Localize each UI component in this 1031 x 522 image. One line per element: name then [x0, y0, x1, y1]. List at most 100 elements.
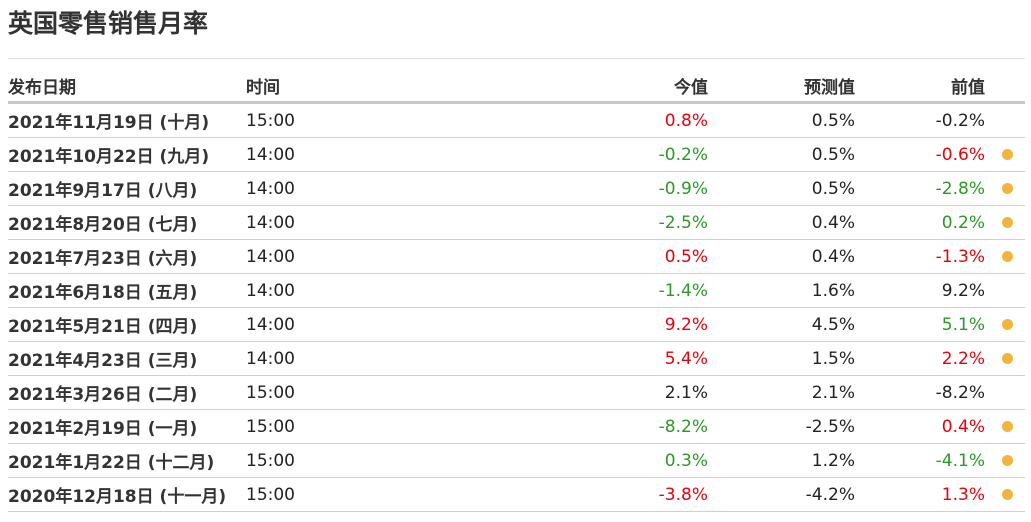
header-spacer — [985, 70, 1025, 104]
table-row: 2020年12月18日 (十一月) 15:00 -3.8% -4.2% 1.3% — [8, 477, 1025, 512]
actual-value: 0.8% — [506, 102, 708, 138]
release-time: 15:00 — [246, 375, 506, 410]
previous-value: -4.1% — [855, 443, 985, 478]
title-divider — [8, 58, 1025, 59]
actual-value: -2.5% — [506, 205, 708, 240]
revision-cell — [985, 137, 1025, 172]
release-date: 2021年10月22日 (九月) — [8, 137, 246, 172]
release-date: 2021年5月21日 (四月) — [8, 307, 246, 342]
revised-dot-icon[interactable] — [1002, 148, 1013, 160]
release-date: 2021年4月23日 (三月) — [8, 341, 246, 376]
actual-value: 0.5% — [506, 239, 708, 274]
previous-value: -1.3% — [855, 239, 985, 274]
forecast-value: 1.6% — [708, 273, 855, 308]
revised-dot-icon[interactable] — [1002, 420, 1013, 432]
table-row: 2021年3月26日 (二月) 15:00 2.1% 2.1% -8.2% — [8, 375, 1025, 410]
revised-dot-icon[interactable] — [1002, 216, 1013, 228]
previous-value: 9.2% — [855, 273, 985, 308]
revision-cell — [985, 443, 1025, 478]
release-time: 14:00 — [246, 341, 506, 376]
revised-dot-icon[interactable] — [1002, 352, 1013, 364]
release-date: 2020年12月18日 (十一月) — [8, 477, 246, 512]
release-time: 14:00 — [246, 171, 506, 206]
forecast-value: 0.5% — [708, 137, 855, 172]
release-date: 2021年2月19日 (一月) — [8, 409, 246, 444]
revision-cell — [985, 409, 1025, 444]
actual-value: 0.3% — [506, 443, 708, 478]
header-date: 发布日期 — [8, 70, 246, 104]
revision-cell — [985, 341, 1025, 376]
table-body: 2021年11月19日 (十月) 15:00 0.8% 0.5% -0.2% 2021年1… — [8, 102, 1025, 512]
table-row: 2021年9月17日 (八月) 14:00 -0.9% 0.5% -2.8% — [8, 171, 1025, 206]
forecast-value: 1.5% — [708, 341, 855, 376]
table-row: 2021年10月22日 (九月) 14:00 -0.2% 0.5% -0.6% — [8, 137, 1025, 172]
release-time: 14:00 — [246, 137, 506, 172]
actual-value: -0.2% — [506, 137, 708, 172]
actual-value: 5.4% — [506, 341, 708, 376]
table-row: 2021年6月18日 (五月) 14:00 -1.4% 1.6% 9.2% — [8, 273, 1025, 308]
header-forecast: 预测值 — [708, 70, 855, 104]
release-date: 2021年9月17日 (八月) — [8, 171, 246, 206]
release-time: 15:00 — [246, 443, 506, 478]
previous-value: 5.1% — [855, 307, 985, 342]
revision-cell — [985, 102, 1025, 138]
revision-cell — [985, 239, 1025, 274]
revision-cell — [985, 307, 1025, 342]
release-date: 2021年7月23日 (六月) — [8, 239, 246, 274]
header-previous: 前值 — [855, 70, 985, 104]
revision-cell — [985, 171, 1025, 206]
previous-value: -0.6% — [855, 137, 985, 172]
actual-value: -3.8% — [506, 477, 708, 512]
forecast-value: 2.1% — [708, 375, 855, 410]
revision-cell — [985, 477, 1025, 512]
actual-value: 2.1% — [506, 375, 708, 410]
release-date: 2021年3月26日 (二月) — [8, 375, 246, 410]
forecast-value: 0.4% — [708, 205, 855, 240]
forecast-value: 1.2% — [708, 443, 855, 478]
table-row: 2021年4月23日 (三月) 14:00 5.4% 1.5% 2.2% — [8, 341, 1025, 376]
revision-cell — [985, 273, 1025, 308]
table-header-row: 发布日期 时间 今值 预测值 前值 — [8, 70, 1025, 104]
previous-value: 0.2% — [855, 205, 985, 240]
table-row: 2021年2月19日 (一月) 15:00 -8.2% -2.5% 0.4% — [8, 409, 1025, 444]
forecast-value: -2.5% — [708, 409, 855, 444]
release-time: 14:00 — [246, 239, 506, 274]
release-time: 15:00 — [246, 477, 506, 512]
revised-dot-icon[interactable] — [1002, 488, 1013, 500]
previous-value: 1.3% — [855, 477, 985, 512]
previous-value: 0.4% — [855, 409, 985, 444]
previous-value: -2.8% — [855, 171, 985, 206]
release-date: 2021年1月22日 (十二月) — [8, 443, 246, 478]
revised-dot-icon[interactable] — [1002, 454, 1013, 466]
release-time: 14:00 — [246, 205, 506, 240]
table-row: 2021年7月23日 (六月) 14:00 0.5% 0.4% -1.3% — [8, 239, 1025, 274]
forecast-value: 4.5% — [708, 307, 855, 342]
release-date: 2021年11月19日 (十月) — [8, 102, 246, 138]
actual-value: -1.4% — [506, 273, 708, 308]
previous-value: -8.2% — [855, 375, 985, 410]
release-date: 2021年8月20日 (七月) — [8, 205, 246, 240]
forecast-value: 0.5% — [708, 102, 855, 138]
revised-dot-icon[interactable] — [1002, 250, 1013, 262]
release-time: 15:00 — [246, 409, 506, 444]
header-time: 时间 — [246, 70, 506, 104]
table-row: 2021年8月20日 (七月) 14:00 -2.5% 0.4% 0.2% — [8, 205, 1025, 240]
previous-value: -0.2% — [855, 102, 985, 138]
page-title: 英国零售销售月率 — [8, 9, 209, 38]
actual-value: -0.9% — [506, 171, 708, 206]
table-row: 2021年5月21日 (四月) 14:00 9.2% 4.5% 5.1% — [8, 307, 1025, 342]
forecast-value: -4.2% — [708, 477, 855, 512]
economic-data-table: 发布日期 时间 今值 预测值 前值 2021年11月19日 (十月) 15:00 0… — [8, 70, 1025, 512]
revised-dot-icon[interactable] — [1002, 182, 1013, 194]
release-date: 2021年6月18日 (五月) — [8, 273, 246, 308]
revision-cell — [985, 375, 1025, 410]
release-time: 15:00 — [246, 102, 506, 138]
table-row: 2021年11月19日 (十月) 15:00 0.8% 0.5% -0.2% — [8, 102, 1025, 138]
forecast-value: 0.5% — [708, 171, 855, 206]
release-time: 14:00 — [246, 273, 506, 308]
actual-value: -8.2% — [506, 409, 708, 444]
revision-cell — [985, 205, 1025, 240]
revised-dot-icon[interactable] — [1002, 318, 1013, 330]
table-row: 2021年1月22日 (十二月) 15:00 0.3% 1.2% -4.1% — [8, 443, 1025, 478]
actual-value: 9.2% — [506, 307, 708, 342]
